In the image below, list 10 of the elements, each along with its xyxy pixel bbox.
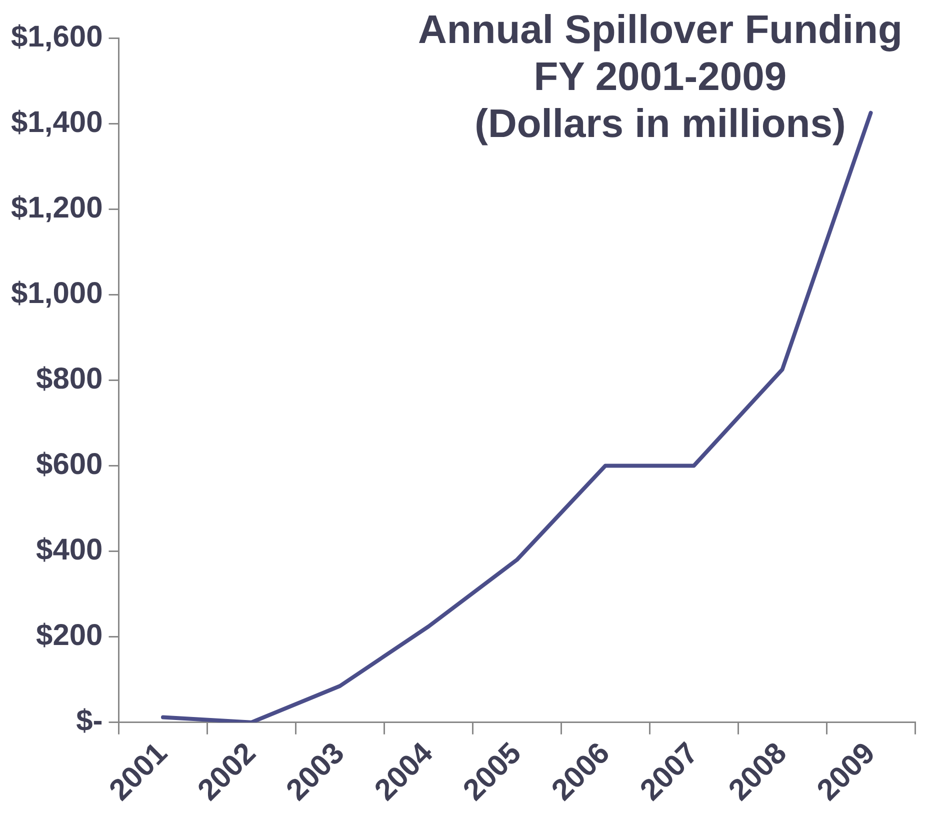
chart-title: Annual Spillover Funding FY 2001-2009 (Dollars in millions)	[418, 8, 902, 146]
y-tick-label: $400	[36, 534, 103, 567]
y-tick-label: $-	[76, 704, 103, 738]
y-tick-label: $1,200	[10, 191, 103, 224]
y-tick-label: $1,000	[10, 276, 103, 310]
y-tick-label: $200	[36, 619, 103, 652]
y-tick-label: $800	[36, 362, 103, 396]
y-tick-label: $1,400	[10, 106, 103, 139]
y-tick-label: $600	[36, 448, 103, 481]
y-tick-label: $1,600	[10, 20, 103, 54]
